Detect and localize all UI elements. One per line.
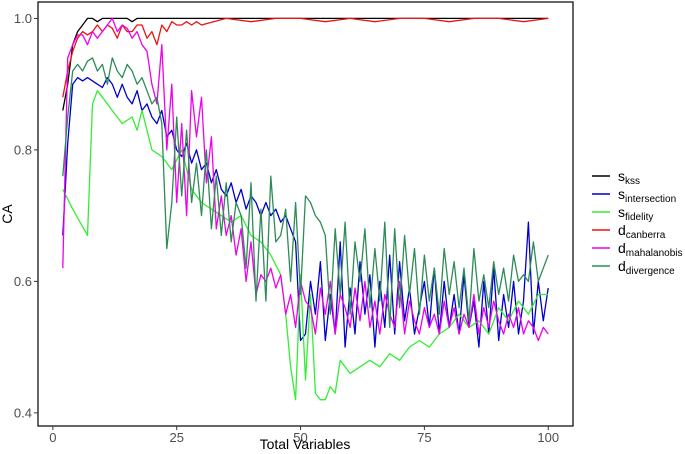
y-tick-label-3: 1.0 — [14, 11, 32, 26]
series-line-kss — [62, 17, 549, 111]
x-tick-label-0: 0 — [49, 430, 56, 445]
legend-item-canberra: dcanberra — [592, 222, 666, 241]
x-tick-label-25: 25 — [169, 430, 183, 445]
legend-label-mahalanobis: dmahalanobis — [618, 240, 683, 259]
series-line-divergence — [62, 57, 549, 329]
legend-item-fidelity: sfidelity — [592, 204, 653, 223]
x-tick-label-75: 75 — [417, 430, 431, 445]
legend-label-canberra: dcanberra — [618, 222, 666, 241]
x-axis-title: Total Variables — [260, 436, 351, 452]
y-axis: 0.4 0.6 0.8 1.0 — [14, 11, 38, 420]
legend-label-intersection: sintersection — [618, 186, 676, 205]
x-tick-label-100: 100 — [537, 430, 559, 445]
y-tick-label-0: 0.4 — [14, 405, 32, 420]
plot-series — [62, 17, 549, 401]
plot-border — [37, 1, 574, 427]
series-line-mahalanobis — [62, 17, 549, 342]
legend-item-mahalanobis: dmahalanobis — [592, 240, 683, 259]
series-line-canberra — [62, 17, 549, 98]
series-line-fidelity — [62, 90, 549, 401]
y-axis-title: CA — [0, 204, 15, 224]
x-tick-label-50: 50 — [293, 430, 307, 445]
y-tick-label-1: 0.6 — [14, 274, 32, 289]
y-tick-label-2: 0.8 — [14, 142, 32, 157]
legend-item-kss: skss — [592, 168, 640, 187]
x-axis: 0 25 50 75 100 — [49, 426, 559, 445]
legend-label-divergence: ddivergence — [618, 258, 675, 277]
legend-item-divergence: ddivergence — [592, 258, 675, 277]
legend-label-fidelity: sfidelity — [618, 204, 653, 223]
legend-label-kss: skss — [618, 168, 640, 187]
legend: sksssintersectionsfidelitydcanberradmaha… — [592, 168, 683, 277]
legend-item-intersection: sintersection — [592, 186, 676, 205]
